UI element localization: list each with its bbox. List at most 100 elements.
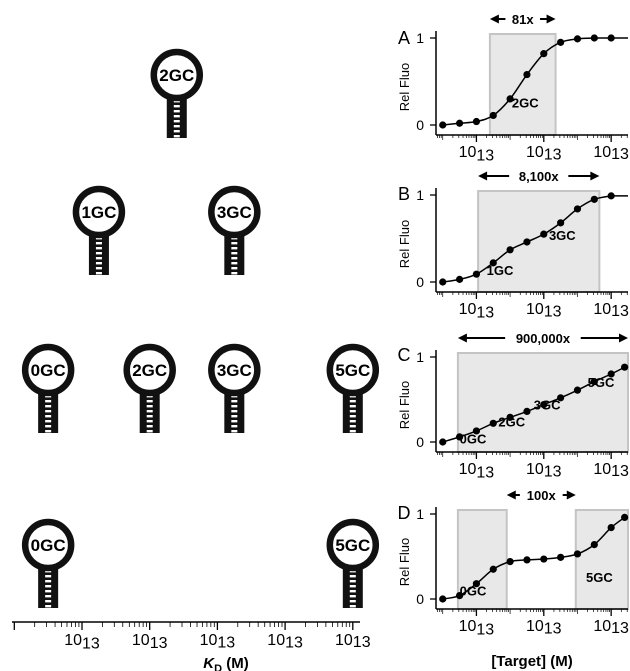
data-point <box>472 427 481 435</box>
hairpin-label: 5GC <box>335 361 370 380</box>
curve-annotation: 5GC <box>588 375 615 390</box>
base-pair-mark <box>173 130 180 133</box>
y-tick-label: 0 <box>416 591 424 607</box>
hairpin-loop <box>150 48 204 102</box>
base-pair-mark <box>231 267 238 270</box>
data-point <box>621 363 629 371</box>
panel-a: A Rel Fluo 0 1 1013 1013 1013 2GC 81x <box>397 12 629 165</box>
base-pair-mark <box>231 410 238 413</box>
base-pair-mark <box>349 605 356 608</box>
panel-b: B Rel Fluo 0 1 1013 1013 1013 1GC 3GC 8,100x <box>397 169 629 322</box>
span-arrowhead <box>590 171 600 181</box>
base-pair-mark <box>173 125 180 128</box>
hairpin-row-0: 2GC <box>150 48 204 138</box>
base-pair-mark <box>231 420 238 423</box>
base-pair-mark <box>45 595 52 598</box>
data-point <box>455 275 464 283</box>
data-point <box>506 95 514 103</box>
dynamic-range-span: 81x <box>489 12 556 27</box>
data-point <box>472 117 481 126</box>
data-point <box>489 419 497 427</box>
base-pair-mark <box>146 420 153 423</box>
kd-tick-label: 1013 <box>132 632 168 652</box>
base-pair-mark <box>231 405 238 408</box>
hairpin-loop <box>208 343 261 397</box>
data-point <box>573 35 582 43</box>
span-label: 81x <box>512 12 534 27</box>
span-arrowhead <box>457 333 467 343</box>
y-tick-label: 1 <box>416 187 424 203</box>
base-pair-mark <box>349 425 356 428</box>
x-tick-label: 1013 <box>526 301 562 321</box>
dynamic-range-span: 900,000x <box>457 331 628 346</box>
data-point <box>557 394 565 402</box>
x-tick-label: 1013 <box>459 618 495 639</box>
x-tick-label: 1013 <box>526 461 562 481</box>
base-pair-mark <box>349 595 356 598</box>
span-label: 900,000x <box>516 331 571 346</box>
hairpin-row-1: 1GC 3GC <box>72 185 261 275</box>
y-tick-label: 0 <box>416 117 424 133</box>
x-tick-label: 1013 <box>526 144 562 164</box>
kd-axis-label: KD (M) <box>203 655 248 671</box>
range-band <box>574 509 630 610</box>
curve-annotation: 2GC <box>498 415 525 430</box>
curve-annotation: 3GC <box>534 398 561 413</box>
data-point <box>573 205 582 213</box>
data-point <box>439 121 447 129</box>
data-point <box>590 34 598 42</box>
base-pair-mark <box>349 600 356 603</box>
curve-annotation: 5GC <box>586 570 613 585</box>
base-pair-mark <box>173 120 180 123</box>
base-pair-mark <box>45 400 52 403</box>
hairpin-label: 1GC <box>81 203 116 222</box>
range-band <box>488 33 557 136</box>
hairpin-label: 0GC <box>31 536 66 555</box>
y-axis-label: Rel Fluo <box>397 220 412 268</box>
curve-annotation: 0GC <box>460 584 487 599</box>
data-point <box>489 259 497 267</box>
base-pair-mark <box>45 590 52 593</box>
data-point <box>557 219 565 227</box>
base-pair-mark <box>173 135 180 138</box>
base-pair-mark <box>349 400 356 403</box>
span-label: 8,100x <box>519 169 560 184</box>
base-pair-mark <box>45 420 52 423</box>
data-point <box>439 278 447 286</box>
curve-annotation: 2GC <box>512 96 539 111</box>
data-point <box>506 246 514 254</box>
data-point <box>489 111 497 120</box>
data-point <box>472 580 481 588</box>
base-pair-mark <box>45 580 52 583</box>
y-tick-label: 1 <box>416 349 424 365</box>
data-point <box>455 119 464 127</box>
base-pair-mark <box>173 115 180 118</box>
curve-annotation: 1GC <box>487 263 514 278</box>
base-pair-mark <box>231 430 238 433</box>
base-pair-mark <box>231 400 238 403</box>
span-label: 100x <box>527 488 557 503</box>
base-pair-mark <box>349 415 356 418</box>
hairpin-row-2: 0GC 2GC 3GC 5GC <box>21 343 380 433</box>
panel-letter: A <box>398 28 410 48</box>
curve-annotation: 3GC <box>549 228 576 243</box>
base-pair-mark <box>95 252 102 255</box>
data-point <box>590 195 598 203</box>
binding-curve-panels: A Rel Fluo 0 1 1013 1013 1013 2GC 81x B Rel Fluo 0 1… <box>397 12 629 670</box>
span-arrowhead <box>619 333 628 343</box>
base-pair-mark <box>45 575 52 578</box>
x-axis-label: [Target] (M) <box>491 653 572 670</box>
data-point <box>540 230 548 238</box>
x-tick-label: 1013 <box>593 301 629 320</box>
base-pair-mark <box>349 580 356 583</box>
base-pair-mark <box>349 420 356 423</box>
data-point <box>455 433 464 441</box>
hairpin-label: 2GC <box>159 66 194 85</box>
data-point <box>607 370 615 378</box>
base-pair-mark <box>173 110 180 113</box>
base-pair-mark <box>95 262 102 265</box>
span-arrowhead <box>506 490 516 500</box>
base-pair-mark <box>45 430 52 433</box>
span-arrowhead <box>478 171 488 181</box>
